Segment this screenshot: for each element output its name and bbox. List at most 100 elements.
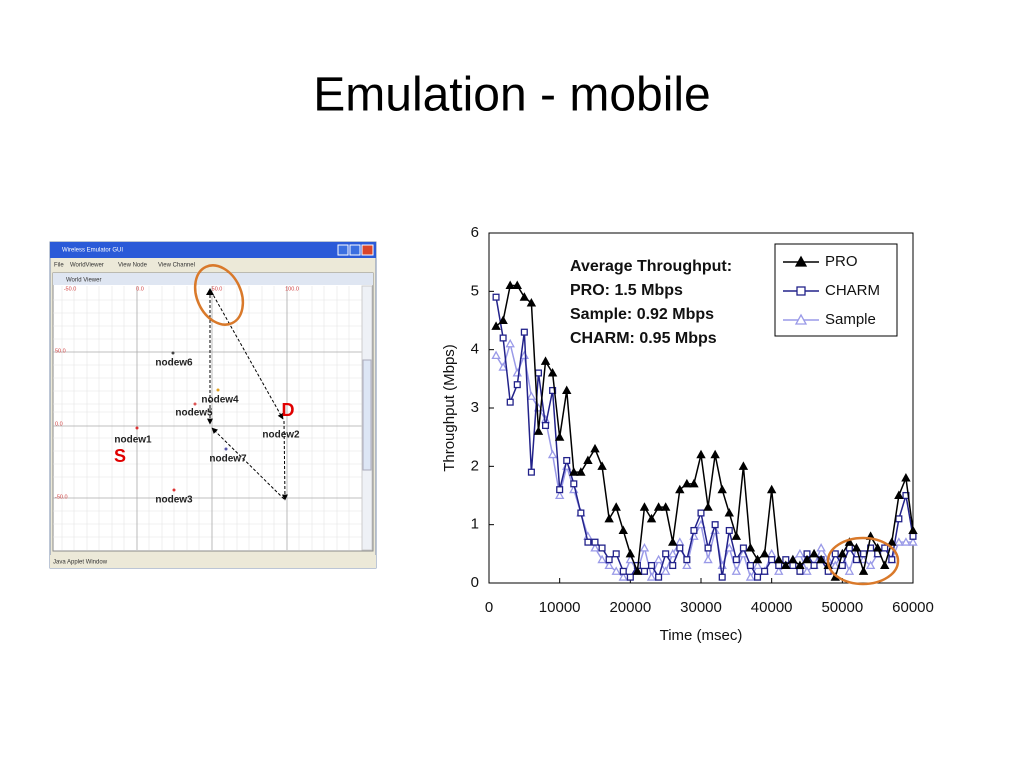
x-axis-label: Time (msec) (660, 627, 743, 644)
point (505, 280, 515, 290)
point (618, 525, 628, 535)
menu-item[interactable]: File (54, 263, 64, 269)
point (583, 455, 593, 465)
menu-item[interactable]: WorldViewer (70, 263, 104, 269)
point (830, 560, 840, 570)
menu-item[interactable]: View Channel (158, 263, 195, 269)
node-label: nodew2 (262, 430, 300, 441)
y-axis-label: Throughput (Mbps) (441, 344, 458, 472)
y-tick-label: 3 (471, 399, 479, 416)
point (640, 567, 648, 575)
point (717, 484, 727, 494)
x-tick-label: 40000 (751, 599, 793, 616)
legend-label: PRO (825, 253, 858, 270)
point (618, 572, 628, 581)
point (754, 573, 762, 581)
world-y-label: 50.0 (55, 348, 66, 354)
minimize-button[interactable] (337, 244, 349, 256)
annotation: Sample: 0.92 Mbps (570, 306, 714, 323)
point (901, 537, 911, 546)
point (512, 280, 522, 290)
point (865, 560, 876, 570)
panel-header (53, 273, 373, 285)
point (703, 554, 713, 564)
legend-label: Sample (825, 311, 876, 328)
point (653, 502, 664, 511)
node-label: nodew6 (155, 358, 193, 369)
point (591, 538, 599, 546)
point (662, 550, 670, 558)
close-button[interactable] (361, 244, 374, 256)
point (745, 543, 756, 552)
point (569, 467, 579, 476)
status-text: Java Applet Window (53, 560, 108, 566)
point (858, 566, 869, 575)
node-label: nodew4 (201, 395, 239, 406)
point (526, 391, 537, 400)
point (731, 531, 742, 540)
point (872, 543, 883, 552)
point (724, 543, 734, 552)
x-tick-label: 50000 (821, 599, 863, 616)
annotation: PRO: 1.5 Mbps (570, 282, 683, 299)
point (646, 513, 657, 523)
menu-item[interactable]: View Node (118, 263, 148, 269)
point (774, 554, 784, 564)
world-x-label: -50.0 (64, 286, 77, 292)
point (491, 321, 501, 330)
point (682, 560, 692, 570)
source-label: S (114, 446, 126, 466)
y-tick-label: 2 (471, 457, 479, 474)
point (632, 566, 643, 575)
point (895, 515, 903, 523)
point (860, 550, 868, 558)
point (590, 543, 600, 552)
x-tick-label: 30000 (680, 599, 722, 616)
point (732, 556, 740, 564)
point (611, 566, 621, 575)
point (554, 432, 565, 441)
status-bar (50, 555, 376, 568)
point (625, 548, 636, 558)
point (492, 293, 500, 301)
point (703, 502, 713, 511)
scroll-thumb[interactable] (362, 359, 372, 471)
point (908, 537, 918, 546)
point (802, 554, 812, 564)
world-y-label: -50.0 (55, 494, 68, 500)
world-y-label: 0.0 (55, 421, 63, 427)
point (887, 537, 897, 546)
x-tick-label: 60000 (892, 599, 934, 616)
point (626, 573, 634, 581)
node-label: nodew5 (175, 408, 213, 419)
point (669, 561, 677, 570)
point (520, 328, 528, 336)
y-tick-label: 0 (471, 574, 479, 591)
point (682, 478, 692, 488)
point (802, 566, 812, 575)
point (533, 426, 544, 435)
point (542, 421, 550, 430)
point (683, 556, 691, 564)
point (597, 461, 607, 470)
point (816, 543, 826, 552)
highlight-ellipse (826, 536, 900, 586)
point (844, 537, 855, 546)
point (775, 561, 783, 570)
point (605, 556, 613, 564)
point (660, 566, 671, 575)
point (881, 544, 889, 552)
point (668, 548, 678, 558)
point (809, 548, 819, 558)
legend-marker (796, 286, 806, 296)
point (619, 567, 627, 575)
point (612, 550, 620, 558)
point (752, 560, 763, 570)
point (774, 566, 784, 575)
point (519, 292, 530, 301)
point (639, 502, 650, 511)
point (739, 544, 747, 552)
maximize-button[interactable] (349, 244, 361, 256)
point (795, 548, 805, 558)
highlight-ellipse (193, 264, 245, 326)
